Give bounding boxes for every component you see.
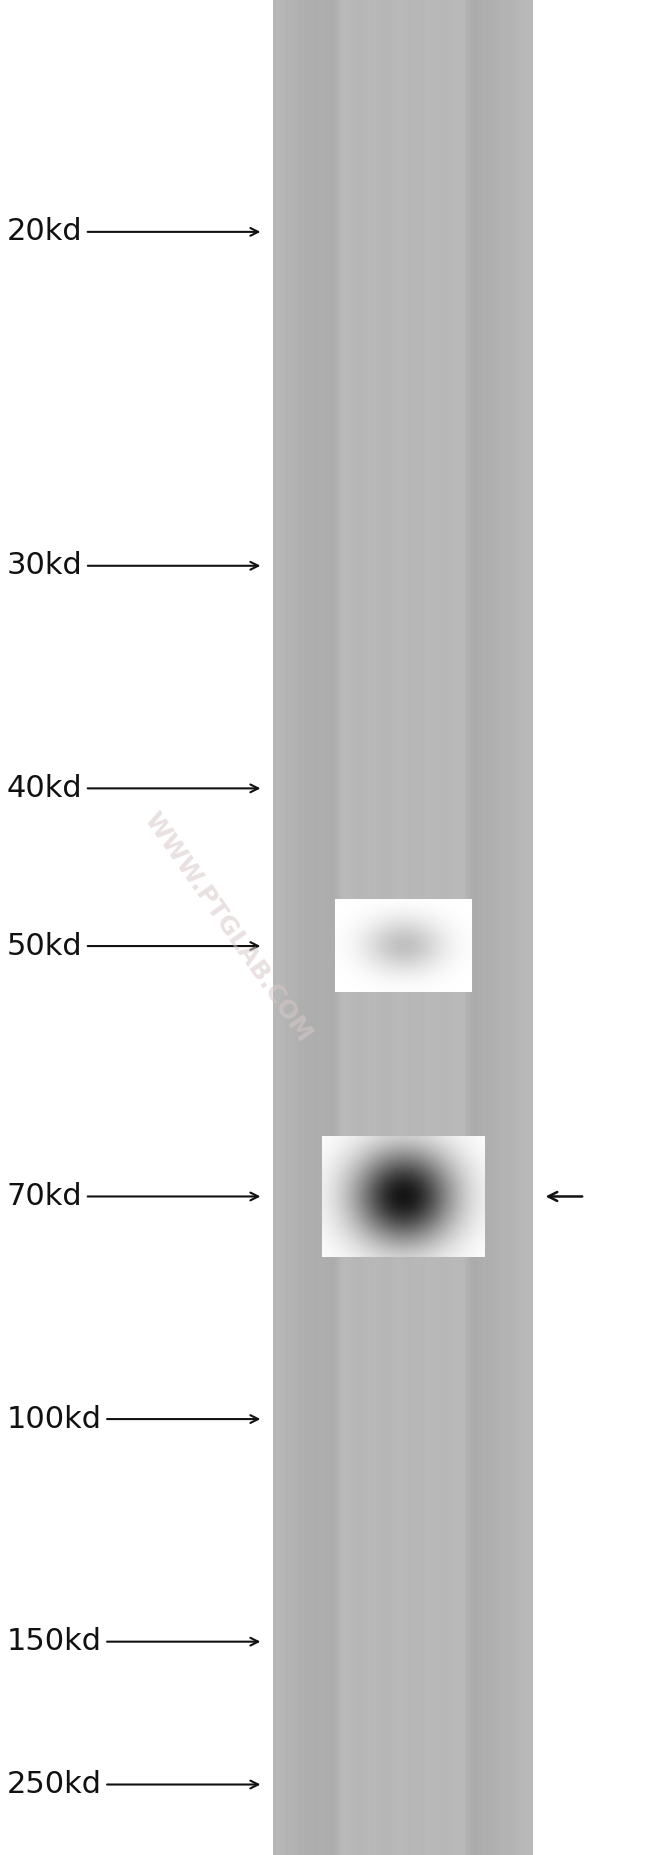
- Text: 50kd: 50kd: [6, 931, 258, 961]
- Text: 30kd: 30kd: [6, 551, 258, 581]
- Text: WWW.PTGLAB.COM: WWW.PTGLAB.COM: [139, 809, 316, 1046]
- Text: 100kd: 100kd: [6, 1404, 258, 1434]
- Text: 40kd: 40kd: [6, 774, 258, 803]
- Text: 150kd: 150kd: [6, 1627, 258, 1657]
- Text: 70kd: 70kd: [6, 1182, 258, 1211]
- Text: 250kd: 250kd: [6, 1770, 258, 1799]
- Text: 20kd: 20kd: [6, 217, 258, 247]
